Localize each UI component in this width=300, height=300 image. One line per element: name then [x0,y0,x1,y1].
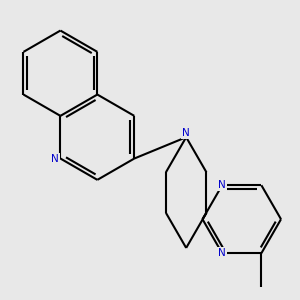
Text: N: N [218,180,226,190]
Text: N: N [218,248,226,258]
Text: N: N [51,154,59,164]
Text: N: N [182,128,190,138]
